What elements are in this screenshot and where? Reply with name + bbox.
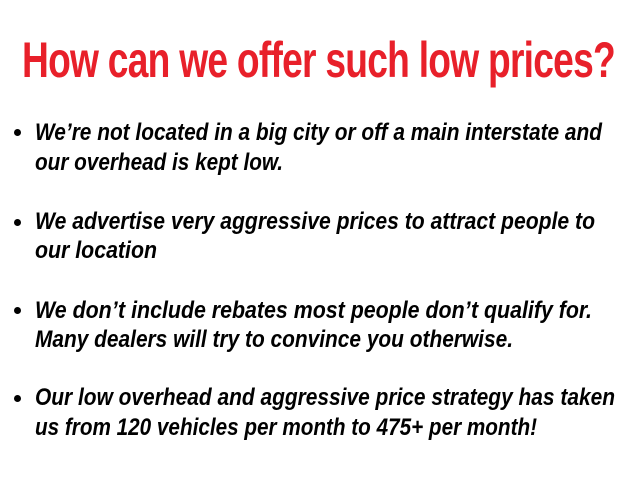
bullet-icon [14, 307, 21, 314]
bullet-3-line-2: Many dealers will try to convince you ot… [35, 326, 513, 353]
bullet-4-line-1: Our low overhead and aggressive price st… [35, 384, 615, 411]
bullet-icon [14, 219, 21, 226]
bullet-3-line-1: We don’t include rebates most people don… [35, 297, 592, 324]
bullet-1-line-1: We’re not located in a big city or off a… [35, 119, 602, 146]
bullet-2-line-1: We advertise very aggressive prices to a… [35, 208, 595, 235]
bullet-icon [14, 129, 21, 136]
bullet-1-line-2: our overhead is kept low. [35, 149, 283, 176]
bullet-icon [14, 395, 21, 402]
slide-title: How can we offer such low prices? [22, 32, 616, 88]
bullet-4-line-2: us from 120 vehicles per month to 475+ p… [35, 414, 537, 441]
bullet-2-line-2: our location [35, 237, 157, 264]
